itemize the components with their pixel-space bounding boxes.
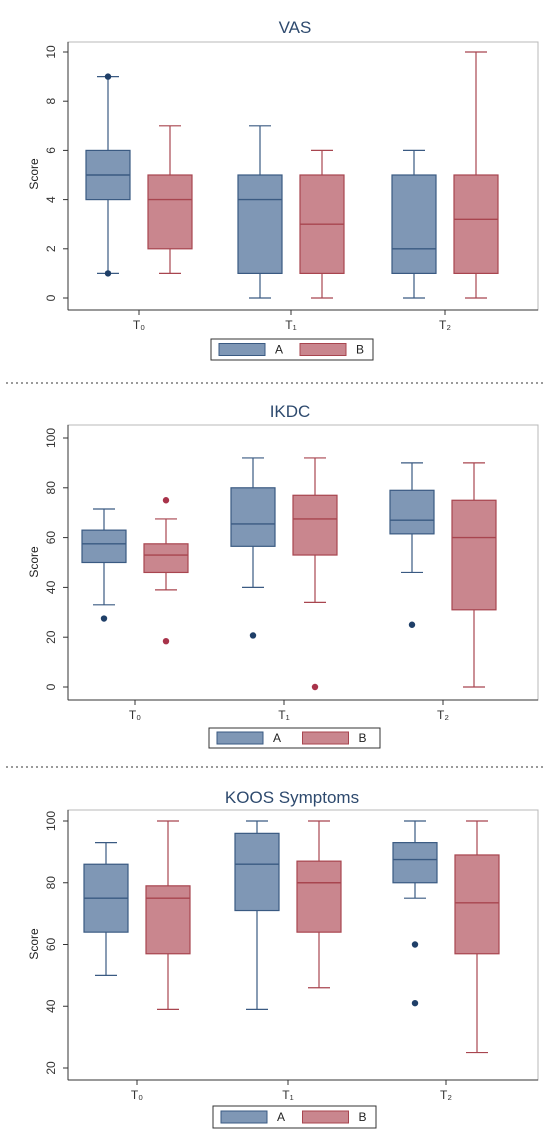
box-iqr	[292, 494, 338, 556]
y-tick-label: 8	[44, 98, 58, 105]
y-tick-label: 2	[44, 245, 58, 252]
y-axis-label: Score	[27, 158, 41, 190]
legend-swatch-b	[302, 731, 349, 745]
box-a	[85, 73, 131, 277]
y-axis-label: Score	[27, 928, 41, 960]
x-tick-label: T₁	[285, 318, 296, 332]
box-a	[83, 842, 129, 976]
box-b	[143, 497, 189, 645]
y-tick-label: 40	[44, 999, 58, 1013]
x-tick-label: T₁	[278, 708, 289, 722]
outlier-point	[408, 621, 416, 628]
y-tick-label: 20	[44, 1061, 58, 1075]
y-tick-label: 10	[44, 45, 58, 59]
box-iqr	[143, 543, 189, 574]
legend-label-a: A	[275, 343, 283, 357]
legend-label-b: B	[356, 343, 364, 357]
legend-label-b: B	[359, 731, 367, 745]
box-iqr	[453, 174, 499, 275]
outlier-point	[311, 683, 319, 691]
x-tick-label: T₀	[133, 318, 145, 332]
box-iqr	[391, 174, 437, 275]
box-iqr	[81, 529, 127, 564]
chart-title: KOOS Symptoms	[225, 788, 359, 807]
box-iqr	[234, 832, 280, 912]
outlier-point	[249, 632, 257, 639]
y-tick-label: 20	[44, 630, 58, 644]
box-b	[454, 820, 500, 1054]
vas-chart-panel: VAS Score 0 2 4 6 8 10 T₀ T₁ T₂ A B	[27, 18, 539, 361]
y-tick-label: 0	[44, 294, 58, 301]
y-tick-label: 100	[44, 428, 58, 448]
box-a	[392, 820, 438, 1007]
y-tick-label: 40	[44, 580, 58, 594]
box-b	[299, 149, 345, 299]
box-b	[451, 462, 497, 688]
box-b	[145, 820, 191, 1010]
box-b	[292, 457, 338, 691]
legend-swatch-a	[220, 1110, 268, 1124]
box-iqr	[237, 174, 283, 275]
y-tick-label: 0	[44, 683, 58, 690]
box-iqr	[392, 842, 438, 884]
x-tick-label: T₀	[129, 708, 141, 722]
outlier-point	[411, 999, 419, 1007]
outlier-point	[162, 637, 170, 645]
box-b	[296, 820, 342, 989]
legend-swatch-a	[216, 731, 264, 745]
y-tick-label: 100	[44, 811, 58, 831]
box-iqr	[230, 487, 276, 547]
x-tick-label: T₀	[131, 1088, 143, 1102]
x-tick-label: T₂	[440, 1088, 452, 1102]
box-iqr	[145, 885, 191, 955]
box-iqr	[147, 174, 193, 250]
box-a	[237, 125, 283, 299]
y-tick-label: 6	[44, 147, 58, 154]
legend-label-b: B	[359, 1110, 367, 1124]
box-iqr	[451, 499, 497, 611]
y-tick-label: 80	[44, 876, 58, 890]
box-iqr	[389, 489, 435, 535]
koos-symptoms-chart-panel: KOOS Symptoms Score 20 40 60 80 100 T₀ T₁ T₂ A B	[27, 788, 539, 1129]
outlier-point	[162, 497, 170, 504]
outlier-point	[104, 73, 112, 80]
box-a	[81, 508, 127, 622]
box-a	[230, 457, 276, 639]
y-axis-label: Score	[27, 546, 41, 578]
chart-title: IKDC	[270, 402, 311, 421]
legend-label-a: A	[273, 731, 281, 745]
outlier-point	[411, 941, 419, 948]
y-tick-label: 60	[44, 531, 58, 545]
box-a	[389, 462, 435, 628]
box-a	[234, 820, 280, 1010]
box-iqr	[296, 860, 342, 933]
legend-label-a: A	[277, 1110, 285, 1124]
ikdc-chart-panel: IKDC Score 0 20 40 60 80 100 T₀ T₁ T₂ A B	[27, 402, 539, 749]
box-a	[391, 149, 437, 299]
chart-title: VAS	[279, 18, 312, 37]
box-b	[453, 51, 499, 299]
legend-swatch-b	[299, 343, 347, 356]
x-tick-label: T₂	[439, 318, 451, 332]
y-tick-label: 60	[44, 938, 58, 952]
y-tick-label: 80	[44, 481, 58, 495]
outlier-point	[104, 270, 112, 277]
y-tick-label: 4	[44, 196, 58, 203]
x-tick-label: T₁	[282, 1088, 293, 1102]
box-b	[147, 125, 193, 274]
box-iqr	[454, 854, 500, 955]
x-tick-label: T₂	[437, 708, 449, 722]
legend-swatch-b	[302, 1110, 349, 1124]
outlier-point	[100, 615, 108, 622]
legend-swatch-a	[218, 343, 266, 356]
